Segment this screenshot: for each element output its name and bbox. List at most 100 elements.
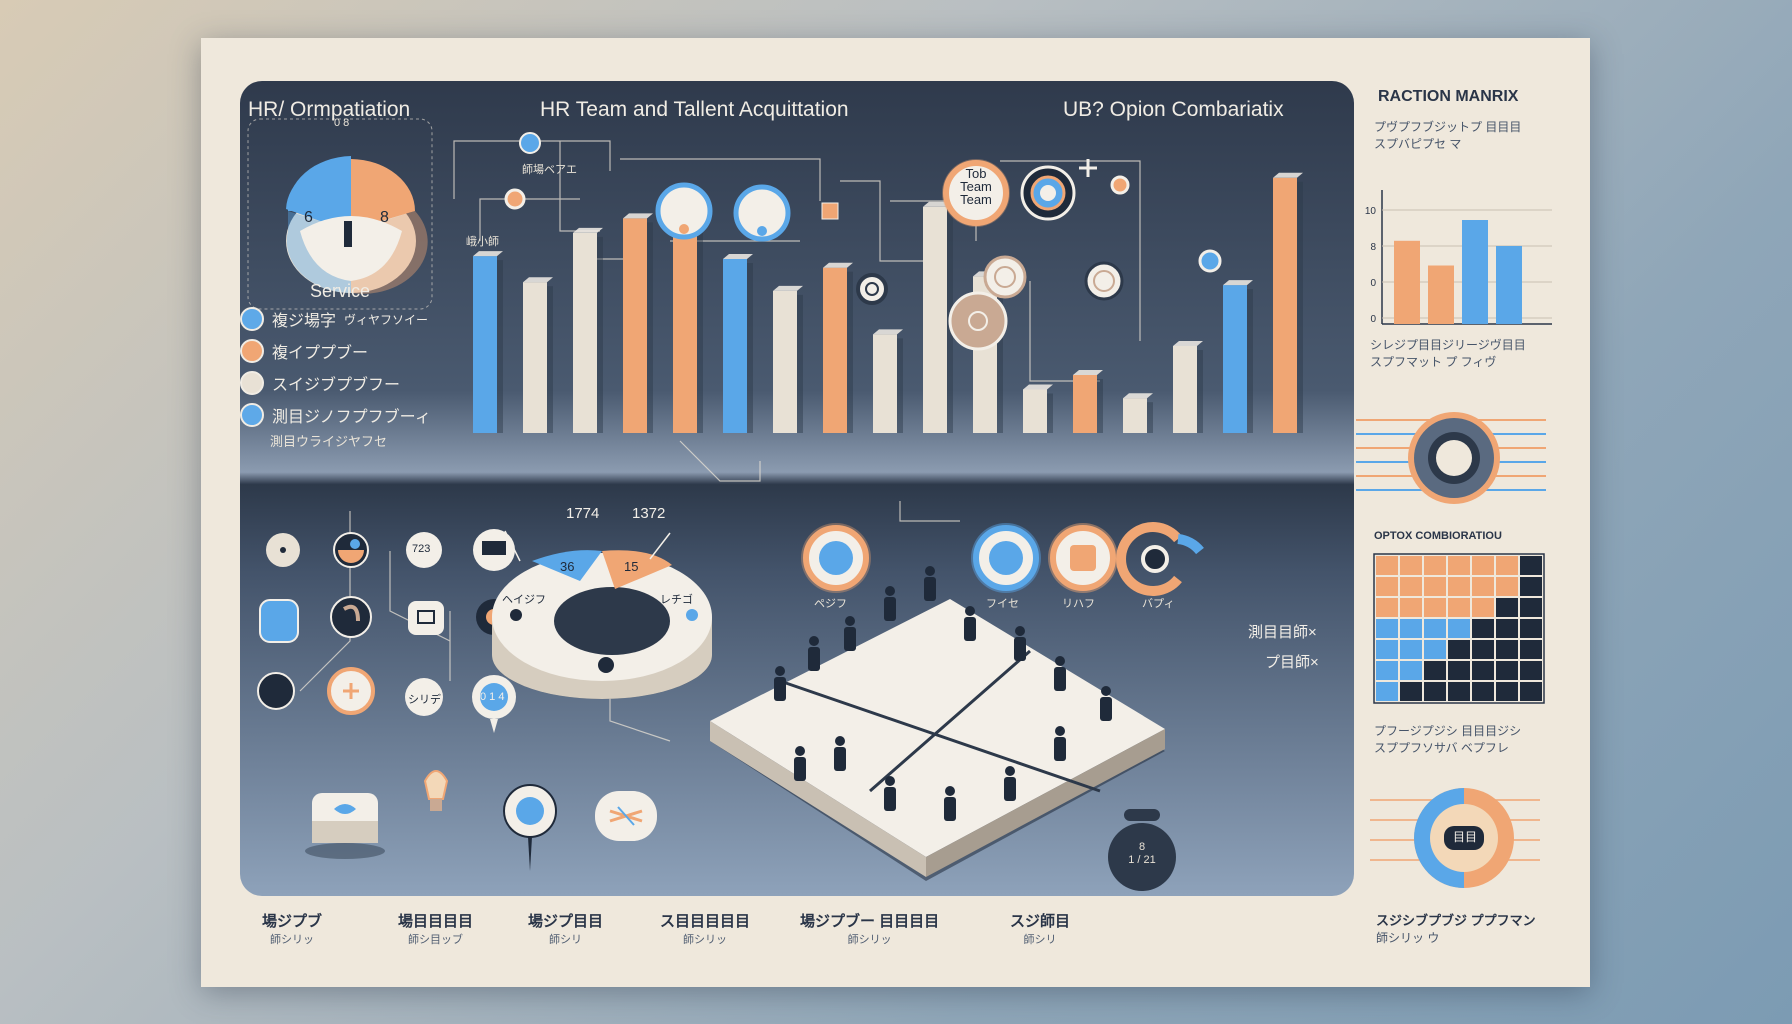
matrix-cell	[1448, 556, 1470, 575]
legend-sub-4: 測目ウライジヤフセ	[270, 434, 388, 449]
legend-label-3: スイジブプブフー	[272, 377, 401, 394]
matrix-cell	[1448, 619, 1470, 638]
side-title-text: RACTION MANRIX	[1378, 88, 1519, 105]
matrix-cell	[1520, 661, 1542, 680]
legend-label-2: 複イププブー	[272, 345, 369, 362]
matrix-frame	[1373, 553, 1545, 704]
bottom-caption-1-sub: 師シリッ	[270, 934, 314, 946]
main-bar-4	[623, 213, 653, 433]
top-mark-3: 峨小師	[466, 236, 499, 248]
small-circle-label-1: 723	[412, 543, 431, 555]
side-bottom-caption: スジシブプブジ ププフマン 師シリッ ウ	[1376, 910, 1536, 946]
bottom-caption-4: ス目目目目目 師シリッ	[660, 910, 750, 947]
score-badge-tab	[1124, 809, 1160, 821]
plus-icon	[1079, 159, 1097, 177]
person-9	[1100, 686, 1112, 721]
side-matrix-title: OPTOX COMBIORATIOU	[1374, 530, 1502, 542]
bottom-caption-6: スジ師目 師シリ	[1010, 910, 1070, 947]
pie-label-left: 6	[304, 209, 313, 226]
bottom-caption-3-title: 場ジプ目目	[528, 913, 604, 930]
main-bar-9	[873, 329, 903, 433]
pie-frame	[247, 118, 433, 310]
person-1	[774, 666, 786, 701]
mid-label-4: バプィ	[1142, 598, 1175, 610]
top-mark-1: 0 8	[334, 117, 350, 129]
legend-label-1: 複ジ場字	[272, 313, 337, 330]
legend-dot-4	[240, 403, 264, 427]
mark-right-1: 測目目師×	[1248, 624, 1317, 641]
matrix-cell	[1424, 661, 1446, 680]
side-chart1-caption: シレジプ目目ジリージヴ目目 スプフマット プ フィヴ	[1370, 336, 1526, 370]
option-matrix	[1373, 553, 1545, 704]
bottom-caption-6-title: スジ師目	[1010, 913, 1071, 930]
side-chart-tick-label: 10	[1365, 206, 1377, 217]
bottom-caption-3: 場ジプ目目 師シリ	[528, 910, 603, 947]
legend-dot-1	[240, 307, 264, 331]
side-bar-2	[1428, 265, 1454, 324]
legend-dot-2	[240, 339, 264, 363]
team-badge-line-3: Team	[960, 192, 992, 207]
top-icons	[504, 132, 1130, 351]
small-circle-label-3: 0 1 4	[480, 691, 505, 703]
matrix-cell	[1424, 577, 1446, 596]
pie-label-right: 8	[380, 209, 389, 226]
matrix-cell	[1424, 682, 1446, 701]
bottom-caption-3-sub: 師シリ	[549, 934, 582, 946]
legend-label-4: 測目ジノフプフブーィ	[272, 409, 432, 426]
matrix-cell	[1472, 682, 1494, 701]
bottom-caption-5-sub: 師シリッ	[847, 934, 892, 946]
person-6	[964, 606, 976, 641]
ring-badge-left: ヘイジフ	[502, 594, 546, 606]
side-matrix-caption2-text: スププフソサバ ベプフレ	[1374, 741, 1509, 755]
matrix-cell	[1376, 640, 1398, 659]
matrix-cell	[1496, 577, 1518, 596]
side-chart1-heading-text: プヴプフブジットプ 目目目	[1374, 120, 1522, 134]
lower-icon-grid	[257, 529, 516, 733]
mark-right-2: プ目師×	[1265, 654, 1319, 671]
side-bottom-caption2-text: 師シリッ ウ	[1376, 931, 1440, 945]
side-bar-3	[1462, 220, 1488, 324]
bottom-caption-4-title: ス目目目目目	[660, 913, 751, 930]
main-bar-15	[1173, 341, 1203, 433]
matrix-cell	[1448, 661, 1470, 680]
legend-item-1: 複ジ場字 ヴィヤフソイー	[240, 307, 428, 331]
gear-hub	[1436, 440, 1472, 476]
side-chart1-sub-text: スプバピプセ マ	[1374, 137, 1462, 151]
legend-item-4: 測目ジノフプフブーィ	[240, 403, 431, 427]
team-badge: Tob Team Team	[952, 167, 1000, 206]
matrix-cell	[1472, 556, 1494, 575]
score-badge-text: 8 1 / 21	[1122, 841, 1162, 867]
matrix-cell	[1520, 619, 1542, 638]
main-bar-14	[1123, 393, 1153, 433]
donut-center	[1444, 826, 1484, 850]
person-12	[944, 786, 956, 821]
side-bar-chart: 10 8 0 0	[1365, 190, 1552, 325]
person-2	[808, 636, 820, 671]
matrix-cell	[1376, 598, 1398, 617]
side-chart-tick-label: 0	[1370, 314, 1376, 325]
title-hr-org: HR/ Ormpatiation	[248, 98, 411, 121]
bottom-caption-4-sub: 師シリッ	[683, 934, 727, 946]
matrix-cell	[1520, 577, 1542, 596]
person-4	[884, 586, 896, 621]
small-rings	[856, 249, 1222, 305]
main-bar-10	[923, 201, 953, 433]
matrix-cell	[1424, 619, 1446, 638]
bottom-caption-2-sub: 師シ目ッブ	[408, 934, 463, 946]
main-bar-16	[1223, 280, 1253, 433]
matrix-cell	[1520, 640, 1542, 659]
main-bar-6	[723, 254, 753, 433]
matrix-cell	[1400, 682, 1422, 701]
side-gear-graphic	[1356, 412, 1546, 504]
title-option: UB? Opion Combariatix	[1063, 98, 1284, 121]
side-chart1-caption2-text: スプフマット プ フィヴ	[1370, 355, 1497, 369]
main-bar-17	[1273, 172, 1303, 433]
people-figures	[774, 566, 1112, 821]
main-bar-chart	[473, 172, 1303, 433]
score-badge	[1108, 823, 1176, 891]
matrix-cell	[1376, 682, 1398, 701]
bottom-icons	[305, 770, 657, 871]
side-panel-title: RACTION MANRIX	[1378, 88, 1518, 106]
conference-table	[710, 566, 1165, 881]
matrix-cell	[1400, 556, 1422, 575]
